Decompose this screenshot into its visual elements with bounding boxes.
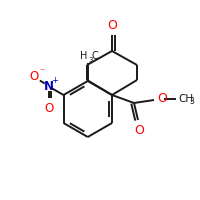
Text: O: O (44, 102, 53, 115)
Text: H: H (80, 51, 88, 61)
Text: O: O (29, 70, 38, 83)
Text: CH: CH (178, 94, 193, 104)
Text: 3: 3 (89, 57, 93, 63)
Text: O: O (157, 92, 167, 106)
Text: O: O (134, 124, 144, 137)
Text: +: + (51, 76, 58, 85)
Text: 3: 3 (189, 97, 194, 106)
Text: C: C (92, 51, 99, 61)
Text: N: N (44, 80, 54, 93)
Text: O: O (107, 19, 117, 32)
Text: ⁻: ⁻ (39, 67, 44, 77)
